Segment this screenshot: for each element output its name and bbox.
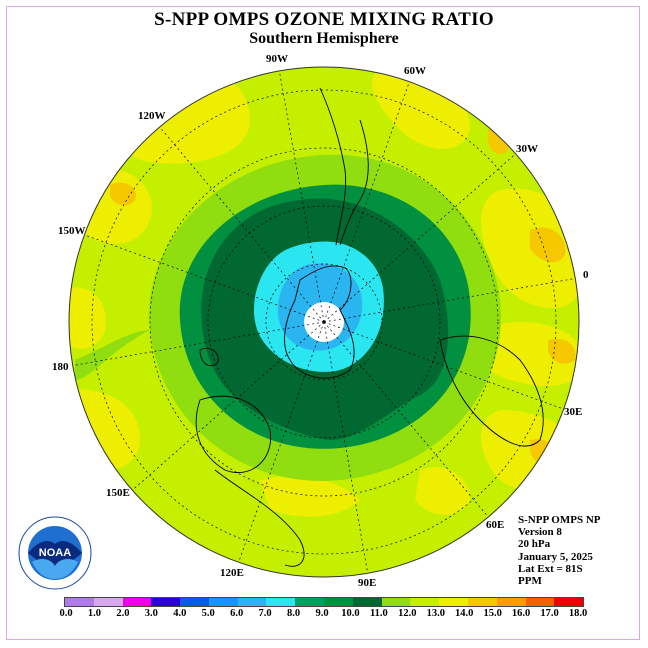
- legend-tick-label: 1.0: [87, 608, 101, 619]
- legend-swatch: [151, 598, 181, 606]
- ozone-band-13: [260, 476, 360, 517]
- legend-tick-label: 3.0: [144, 608, 158, 619]
- ozone-band-14: [110, 182, 136, 206]
- legend-tick-label: 15.0: [483, 608, 502, 619]
- legend-tick-label: 13.0: [426, 608, 445, 619]
- info-version: Version 8: [518, 526, 562, 539]
- legend-swatch: [208, 598, 238, 606]
- legend-swatch: [554, 598, 584, 606]
- legend-tick-label: 0.0: [59, 608, 73, 619]
- legend-swatch: [65, 598, 94, 606]
- legend-swatch: [266, 598, 296, 606]
- graticule: [69, 68, 579, 576]
- legend-tick-label: 6.0: [230, 608, 244, 619]
- legend-tick-label: 14.0: [455, 608, 474, 619]
- legend-tick-label: 10.0: [341, 608, 360, 619]
- legend-swatch: [381, 598, 411, 606]
- legend-tick-label: 5.0: [201, 608, 215, 619]
- figure-border: [6, 6, 640, 640]
- longitude-label-30w: 30W: [516, 143, 538, 155]
- map-subtitle: Southern Hemisphere: [249, 30, 399, 47]
- map-title: S-NPP OMPS OZONE MIXING RATIO: [154, 9, 494, 30]
- legend-tick-label: 17.0: [540, 608, 559, 619]
- legend-tick-label: 18.0: [568, 608, 588, 619]
- info-units: PPM: [518, 575, 542, 588]
- legend-swatch: [496, 598, 526, 606]
- legend-swatch: [237, 598, 267, 606]
- legend-tick-label: 7.0: [258, 608, 272, 619]
- legend-tick-label: 2.0: [116, 608, 130, 619]
- svg-text:NOAA: NOAA: [39, 547, 71, 559]
- ozone-band-14: [548, 338, 576, 364]
- legend-swatch: [93, 598, 123, 606]
- longitude-label-180: 180: [52, 361, 69, 373]
- longitude-label-150w: 150W: [58, 225, 86, 237]
- longitude-label-0: 0: [583, 269, 589, 281]
- longitude-label-60e: 60E: [486, 519, 504, 531]
- legend-tick-label: 11.0: [369, 608, 388, 619]
- legend-tick-label: 8.0: [286, 608, 301, 619]
- color-legend: [64, 597, 584, 607]
- legend-tick-label: 12.0: [398, 608, 417, 619]
- noaa-logo: NOAA: [18, 516, 92, 590]
- info-lat-ext: Lat Ext = 81S: [518, 562, 583, 575]
- longitude-label-90w: 90W: [266, 53, 288, 65]
- info-instrument: S-NPP OMPS NP: [518, 514, 601, 526]
- ozone-band-11: [75, 330, 150, 380]
- ozone-band-14: [530, 227, 566, 263]
- coastlines: [195, 87, 544, 567]
- longitude-label-120w: 120W: [138, 110, 166, 122]
- legend-tick-label: 9.0: [315, 608, 329, 619]
- info-date: January 5, 2025: [518, 550, 593, 563]
- map-outline: [68, 66, 580, 578]
- ozone-band-13: [69, 287, 106, 349]
- legend-swatch: [324, 598, 353, 606]
- legend-swatch: [525, 598, 555, 606]
- legend-tick-label: 16.0: [511, 608, 531, 619]
- legend-swatch: [439, 598, 468, 606]
- longitude-label-120e: 120E: [220, 567, 244, 579]
- longitude-label-150e: 150E: [106, 487, 130, 499]
- legend-swatch: [410, 598, 440, 606]
- legend-swatch: [295, 598, 325, 606]
- longitude-label-90e: 90E: [358, 577, 376, 589]
- info-panel: S-NPP OMPS NP Version 8 20 hPa January 5…: [518, 514, 601, 587]
- legend-tick-label: 4.0: [173, 608, 187, 619]
- info-level: 20 hPa: [518, 538, 551, 551]
- longitude-label-30e: 30E: [564, 406, 582, 418]
- legend-swatch: [467, 598, 497, 606]
- legend-swatch: [352, 598, 382, 606]
- legend-swatch: [122, 598, 152, 606]
- legend-swatch: [180, 598, 209, 606]
- ozone-band-13: [471, 322, 579, 386]
- longitude-label-60w: 60W: [404, 65, 426, 77]
